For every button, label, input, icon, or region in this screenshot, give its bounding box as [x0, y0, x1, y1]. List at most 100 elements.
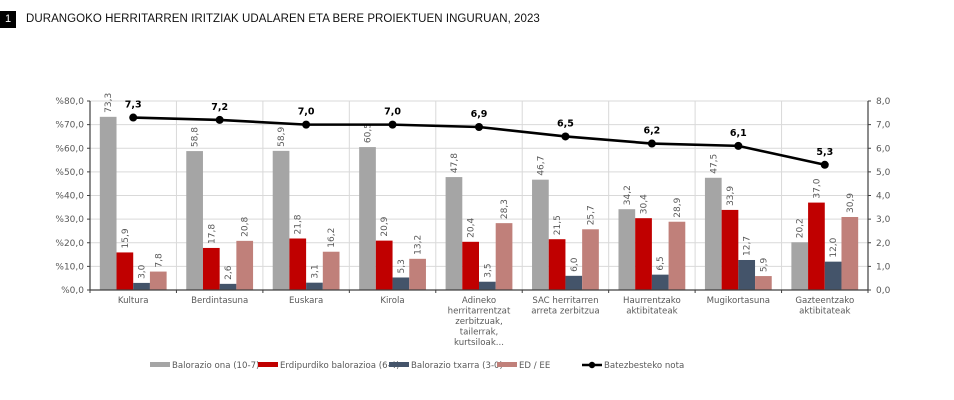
chart-title: DURANGOKO HERRITARREN IRITZIAK UDALAREN … — [26, 13, 540, 25]
line-data-label: 7,3 — [125, 100, 142, 111]
bar-4-6 — [582, 229, 599, 290]
category-label: Berdintasuna — [191, 296, 248, 306]
bar-data-label: 6,0 — [570, 257, 580, 272]
bar-3-2 — [219, 283, 237, 290]
bar-2-8 — [721, 209, 739, 290]
bar-data-label: 58,9 — [277, 127, 287, 147]
bar-data-label: 37,0 — [812, 178, 822, 198]
bar-4-7 — [668, 221, 686, 290]
bar-1-5 — [445, 177, 463, 290]
line-point — [820, 160, 829, 169]
y-tick-label: %50,0 — [55, 168, 84, 178]
category-label: Kultura — [118, 296, 149, 306]
bar-4-2 — [236, 240, 254, 290]
y-tick-label: %10,0 — [55, 262, 84, 272]
y-tick-label: %0,0 — [61, 286, 84, 296]
line-data-label: 7,0 — [298, 107, 315, 118]
line-point — [388, 120, 397, 129]
bar-data-label: 30,4 — [640, 194, 650, 214]
line-data-label: 6,9 — [471, 109, 488, 120]
bar-data-label: 47,8 — [450, 153, 460, 173]
y2-tick-label: 1,0 — [876, 262, 891, 272]
category-label: aktibitateak — [799, 307, 850, 317]
bar-data-label: 20,8 — [241, 217, 251, 237]
bar-2-9 — [808, 202, 825, 290]
category-label: arreta zerbitzua — [531, 307, 599, 317]
figure-header: 1 DURANGOKO HERRITARREN IRITZIAK UDALARE… — [0, 10, 540, 28]
bar-4-8 — [755, 276, 772, 290]
category-label: Adineko — [462, 296, 496, 306]
bar-3-1 — [133, 282, 150, 290]
category-label: Gazteentzako — [795, 296, 854, 306]
legend-label: Balorazio txarra (3-0) — [411, 361, 503, 371]
legend-label: Batezbesteko nota — [604, 361, 684, 371]
y-tick-label: %40,0 — [55, 192, 84, 202]
category-label: aktibitateak — [626, 307, 677, 317]
y2-tick-label: 3,0 — [876, 215, 891, 225]
bar-data-label: 5,9 — [759, 257, 769, 272]
category-label: Mugikortasuna — [707, 296, 770, 306]
category-label: Kirola — [380, 296, 404, 306]
bar-3-5 — [479, 281, 496, 290]
legend-swatch-marker — [588, 361, 596, 369]
line-point — [647, 139, 656, 148]
line-point — [215, 115, 224, 124]
line-point — [734, 141, 743, 150]
legend-swatch-3 — [389, 362, 409, 367]
y2-tick-label: 6,0 — [876, 144, 891, 154]
category-label: Euskara — [289, 296, 323, 306]
y2-tick-label: 2,0 — [876, 239, 891, 249]
bar-1-4 — [359, 147, 376, 290]
bar-4-1 — [149, 271, 167, 290]
bar-data-label: 3,1 — [310, 264, 320, 278]
y-tick-label: %80,0 — [55, 97, 84, 107]
legend-swatch-2 — [258, 362, 278, 367]
bar-3-3 — [306, 282, 323, 290]
bar-1-7 — [618, 209, 636, 290]
bar-1-6 — [532, 179, 549, 290]
line-data-label: 5,3 — [816, 147, 833, 158]
bar-data-label: 28,3 — [500, 199, 510, 219]
legend-swatch-1 — [150, 362, 170, 367]
bar-data-label: 15,9 — [121, 228, 131, 248]
bar-data-label: 17,8 — [207, 224, 217, 244]
bar-data-label: 33,9 — [726, 186, 736, 206]
bar-data-label: 58,8 — [191, 127, 201, 147]
legend-swatch-4 — [497, 362, 517, 367]
bar-data-label: 7,8 — [154, 253, 164, 268]
bar-3-9 — [824, 261, 842, 290]
bar-data-label: 3,0 — [138, 264, 148, 279]
bar-data-label: 5,3 — [397, 259, 407, 273]
line-data-label: 6,5 — [557, 118, 574, 129]
bar-2-3 — [289, 238, 307, 290]
category-label: SAC herritarren — [532, 296, 598, 306]
y2-tick-label: 7,0 — [876, 121, 891, 131]
figure-number: 1 — [0, 10, 16, 28]
line-point — [475, 122, 483, 131]
bar-data-label: 73,3 — [104, 93, 114, 113]
bar-4-4 — [409, 258, 426, 290]
bar-data-label: 20,2 — [796, 218, 806, 238]
bar-data-label: 12,0 — [829, 237, 839, 257]
line-data-label: 6,1 — [730, 128, 747, 139]
bar-data-label: 20,4 — [467, 217, 477, 237]
bar-data-label: 25,7 — [586, 205, 596, 225]
bar-data-label: 46,7 — [536, 156, 546, 176]
category-label: kurtsiloak... — [454, 338, 504, 348]
legend-label: Balorazio ona (10-7) — [172, 361, 259, 371]
bar-3-8 — [738, 259, 756, 290]
bar-4-9 — [841, 216, 859, 290]
bar-2-2 — [202, 247, 220, 290]
bar-data-label: 6,5 — [656, 256, 666, 270]
bar-data-label: 34,2 — [623, 185, 633, 205]
y2-tick-label: 8,0 — [876, 97, 891, 107]
bar-2-6 — [548, 239, 566, 290]
bar-data-label: 13,2 — [414, 235, 424, 255]
y-tick-label: %30,0 — [55, 215, 84, 225]
bar-data-label: 60,5 — [364, 123, 374, 143]
category-label: zerbitzuak, — [455, 317, 502, 327]
bar-1-3 — [272, 150, 290, 290]
bar-2-5 — [462, 241, 479, 290]
category-label: tailerrak, — [460, 328, 499, 338]
